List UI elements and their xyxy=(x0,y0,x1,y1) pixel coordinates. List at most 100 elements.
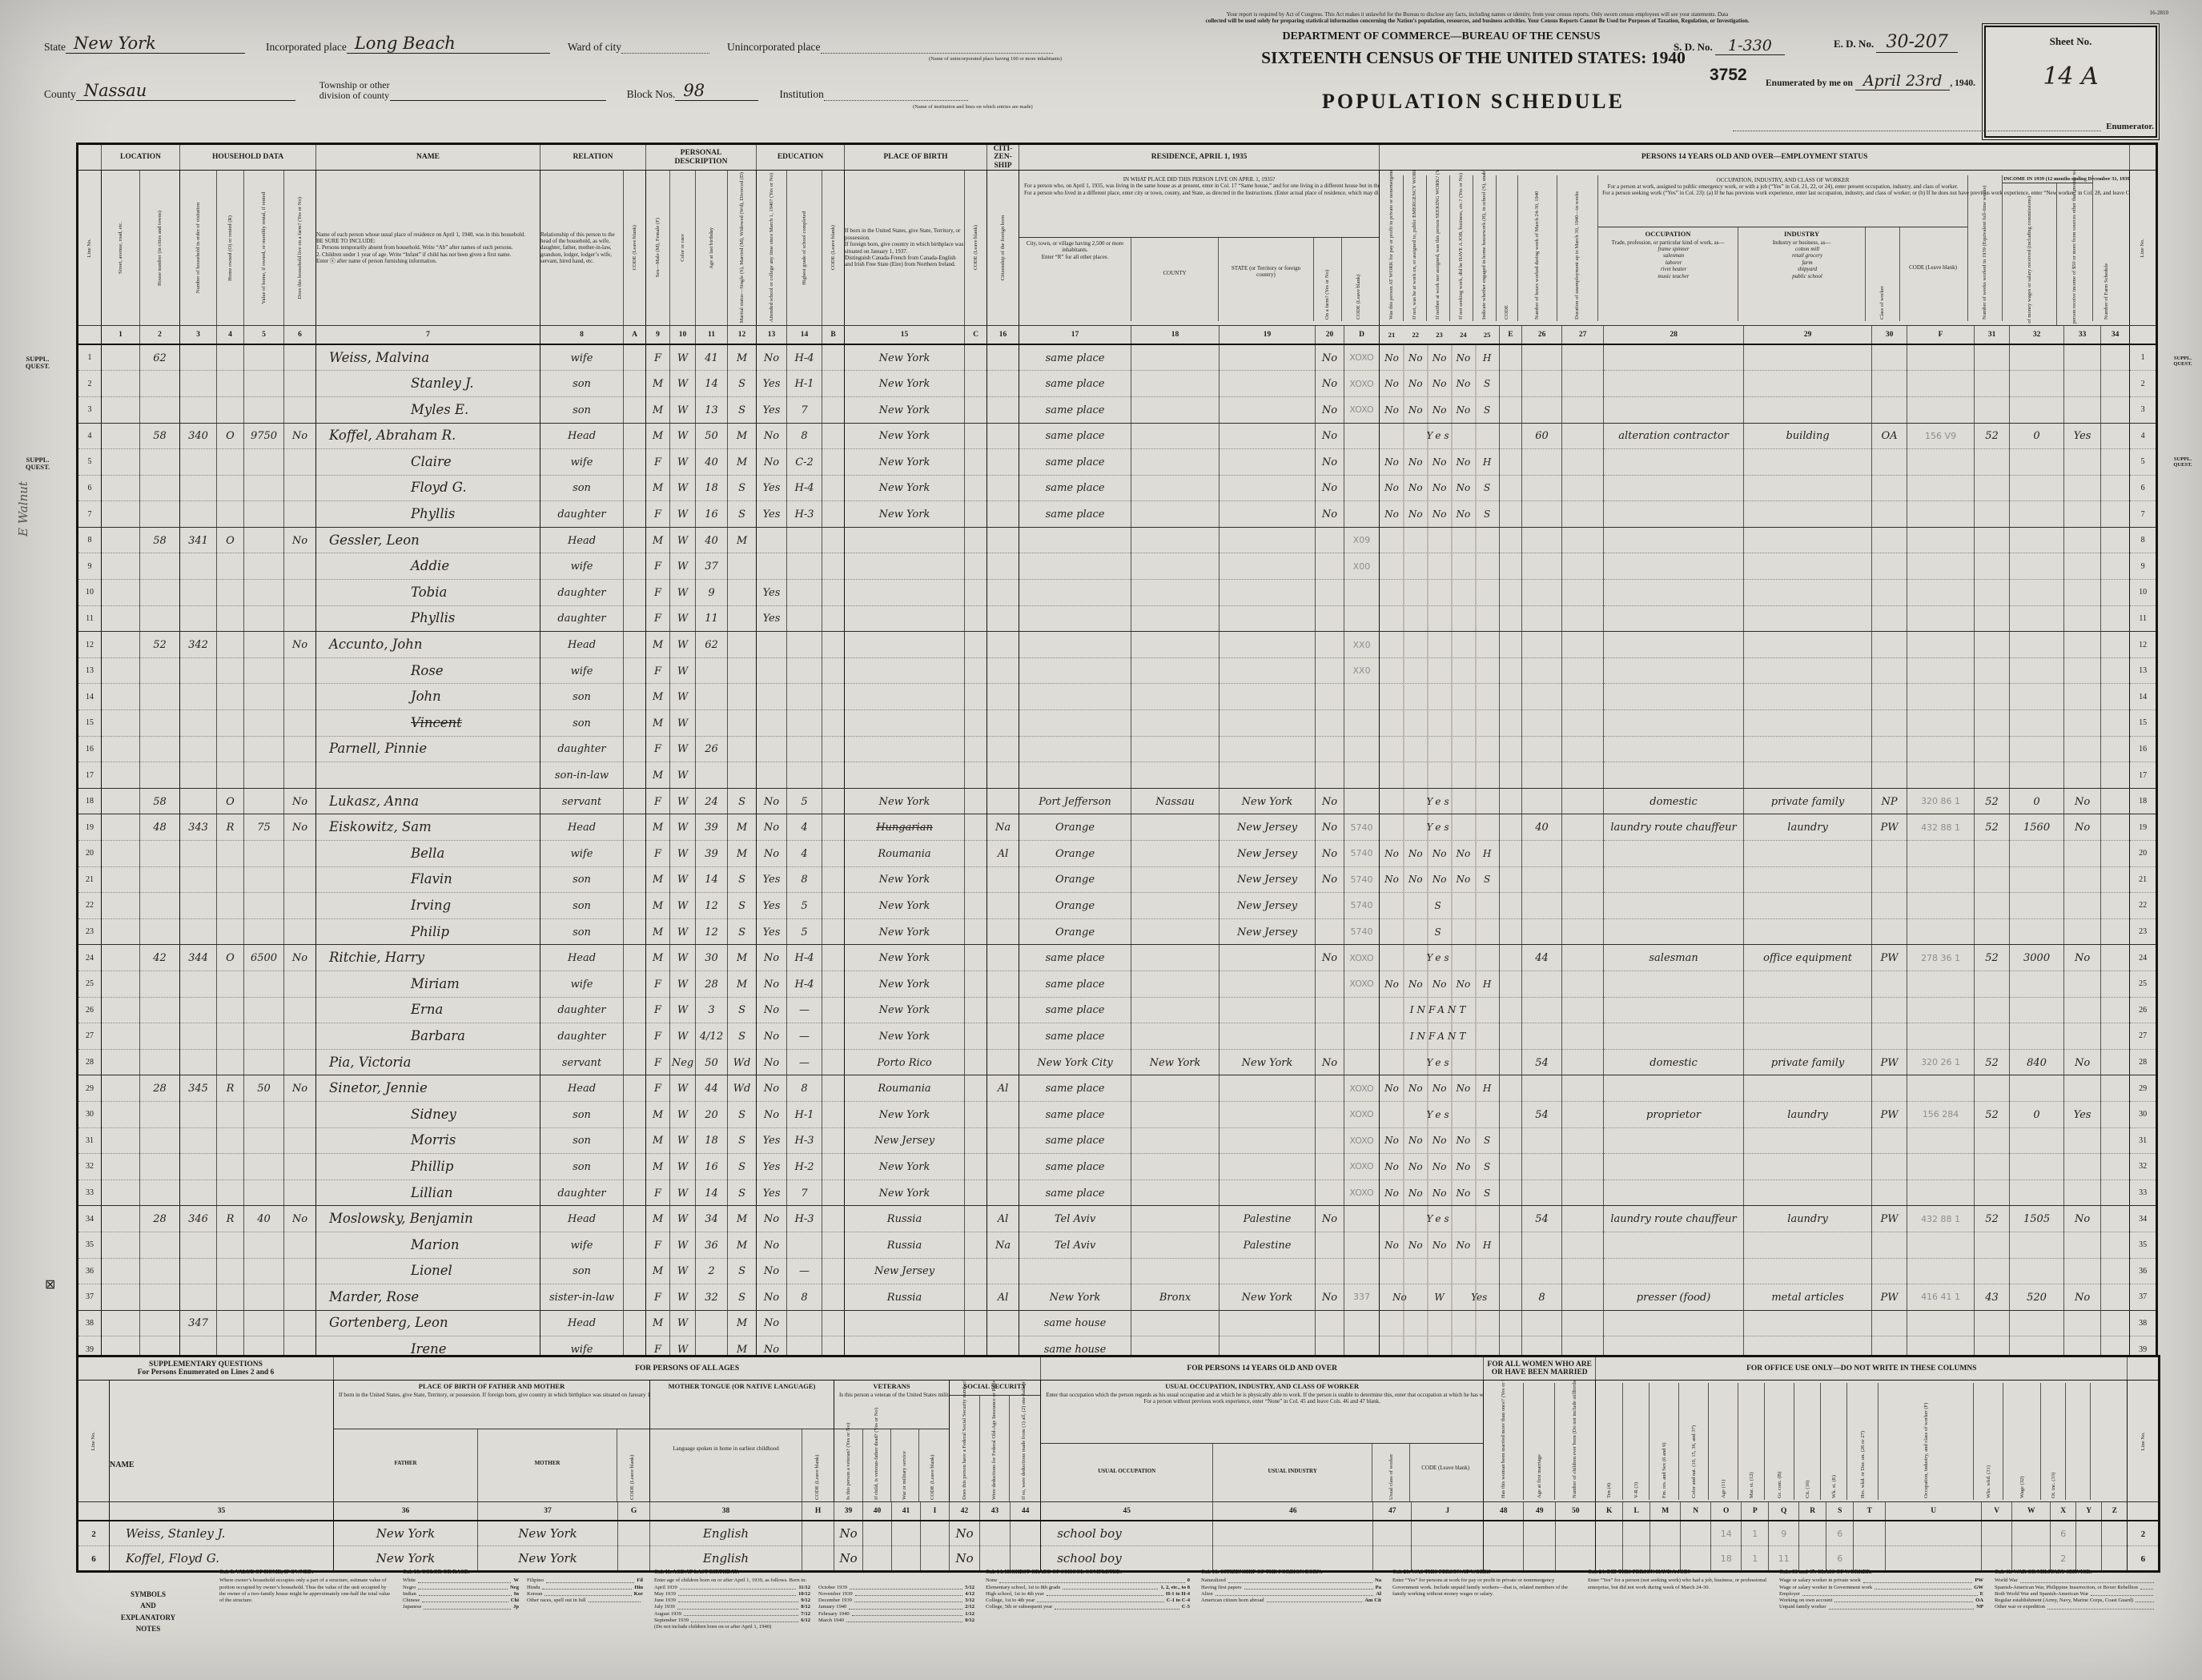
cell-cty xyxy=(1131,709,1220,737)
cell-state: New York xyxy=(1219,1049,1316,1076)
cell-w xyxy=(1379,553,1500,581)
cell-sex: F xyxy=(645,344,670,372)
colnum-st: 1 xyxy=(101,324,140,345)
cell-hh: 346 xyxy=(179,1205,217,1232)
cell-cls xyxy=(1871,1075,1907,1102)
cell-or xyxy=(216,1049,244,1076)
person-row-4: 4 58 340 O 9750 No Koffel, Abraham R. Head M W 50 M… xyxy=(77,423,2157,450)
cell-state xyxy=(1219,997,1316,1024)
cell-st xyxy=(101,657,140,685)
person-row-1: 1 62 Weiss, Malvina wife F W 41 M No H-4 New York s… xyxy=(77,344,2157,372)
cell-cty xyxy=(1131,500,1220,528)
cell-sch: Yes xyxy=(756,500,787,528)
cell-gr: H-2 xyxy=(786,1153,822,1180)
cell-city: same place xyxy=(1019,475,1131,502)
cell-f xyxy=(1907,344,1975,372)
group-label: EDUCATION xyxy=(756,143,845,171)
cell-ms: S xyxy=(727,1101,757,1128)
cell-col: W xyxy=(669,1023,696,1050)
cell-c xyxy=(964,1049,987,1076)
cell-dur xyxy=(1561,448,1604,476)
supp-cell-name: Weiss, Stanley J. xyxy=(108,1521,334,1546)
cell-ln: 15 xyxy=(77,709,102,737)
supp-cell-X: 6 xyxy=(2050,1521,2076,1546)
supp-cell-m48 xyxy=(1483,1521,1524,1546)
cell-st xyxy=(101,997,140,1024)
cell-f: 278 36 1 xyxy=(1907,944,1975,971)
cell-col: W xyxy=(669,918,696,946)
supp-colhead-ln2: Line No. xyxy=(2127,1380,2160,1502)
cell-dur xyxy=(1561,1153,1604,1180)
supp-veterans-header: VETERANS Is this person a veteran of the … xyxy=(834,1380,950,1502)
cell-hn: 58 xyxy=(139,788,180,815)
cell-d xyxy=(1344,788,1380,815)
cell-c xyxy=(964,448,987,476)
cell-ms xyxy=(727,683,757,711)
cell-rel: wife xyxy=(540,553,624,581)
cell-cit xyxy=(986,1023,1019,1050)
cell-w xyxy=(1379,736,1500,763)
cell-gr xyxy=(786,605,822,633)
cell-oi xyxy=(2063,396,2101,424)
cell-ln2: 15 xyxy=(2129,709,2157,737)
supp-cell-P: 1 xyxy=(1741,1545,1769,1572)
supp-cell-U xyxy=(1885,1521,1982,1546)
cell-fs xyxy=(2100,631,2130,658)
note-pair: November 1939 4/12 xyxy=(818,1590,974,1597)
cell-ln: 35 xyxy=(77,1232,102,1259)
cell-cit xyxy=(986,553,1019,581)
cell-hrs: 54 xyxy=(1521,1049,1562,1076)
cell-wks xyxy=(1974,736,2010,763)
cell-b xyxy=(822,1049,845,1076)
cell-occ xyxy=(1603,1310,1744,1337)
person-row-7: 7 Phyllis daughter F W 16 S Yes H-3 New York same … xyxy=(77,500,2157,528)
cell-e xyxy=(1499,892,1522,919)
person-row-35: 35 Marion wife F W 36 M No Russia Na Tel Aviv Pales… xyxy=(77,1232,2157,1259)
cell-ln2: 26 xyxy=(2129,997,2157,1024)
cell-w: No No No No S xyxy=(1379,1127,1500,1155)
cell-hh xyxy=(179,344,217,372)
cell-hrs xyxy=(1521,1310,1562,1337)
supp-colnum-v39: 39 xyxy=(834,1501,863,1521)
note-block-3: Col. 11. AGE AT LAST BIRTHDAY: Enter age … xyxy=(654,1569,974,1630)
cell-b xyxy=(822,631,845,658)
cell-a xyxy=(622,1232,646,1259)
cell-occ: laundry route chauffeur xyxy=(1603,814,1744,841)
cell-oi: No xyxy=(2063,944,2101,971)
cell-c xyxy=(964,1127,987,1155)
cell-st xyxy=(101,344,140,372)
colnum-cls: 30 xyxy=(1871,324,1907,345)
cell-f20: No xyxy=(1315,1049,1344,1076)
cell-cls xyxy=(1871,657,1907,685)
cell-cit xyxy=(986,344,1019,372)
sheet-label: Sheet No. xyxy=(2049,35,2092,47)
cell-cit xyxy=(986,683,1019,711)
person-row-33: 33 Lillian daughter F W 14 S Yes 7 New York same p… xyxy=(77,1180,2157,1207)
cell-col: W xyxy=(669,448,696,476)
cell-cls xyxy=(1871,1180,1907,1207)
cell-cls xyxy=(1871,1232,1907,1259)
cell-f20 xyxy=(1315,553,1344,581)
cell-dur xyxy=(1561,997,1604,1024)
cell-name: Rose xyxy=(315,657,540,685)
cell-hh: 343 xyxy=(179,814,217,841)
cell-ln: 24 xyxy=(77,944,102,971)
supp-cell-m50 xyxy=(1555,1521,1596,1546)
cell-f xyxy=(1907,657,1975,685)
cell-a xyxy=(622,762,646,789)
cell-sch: No xyxy=(756,1023,787,1050)
cell-age: 40 xyxy=(695,527,728,554)
person-row-2: 2 Stanley J. son M W 14 S Yes H-1 New York same pl… xyxy=(77,370,2157,397)
cell-pob: Russia xyxy=(844,1284,965,1311)
cell-fm xyxy=(283,683,316,711)
supp-colhead-m50: Number of children ever born (Do not inc… xyxy=(1554,1381,1593,1500)
cell-wks xyxy=(1974,553,2010,581)
cell-hh xyxy=(179,892,217,919)
cell-hn xyxy=(139,396,180,424)
cell-ms xyxy=(727,605,757,633)
household-continued-check: ⊠ xyxy=(45,1278,56,1292)
cell-e xyxy=(1499,527,1522,554)
person-row-10: 10 Tobia daughter F W 9 Yes 10 xyxy=(77,579,2157,606)
cell-gr xyxy=(786,579,822,606)
cell-ln: 14 xyxy=(77,683,102,711)
